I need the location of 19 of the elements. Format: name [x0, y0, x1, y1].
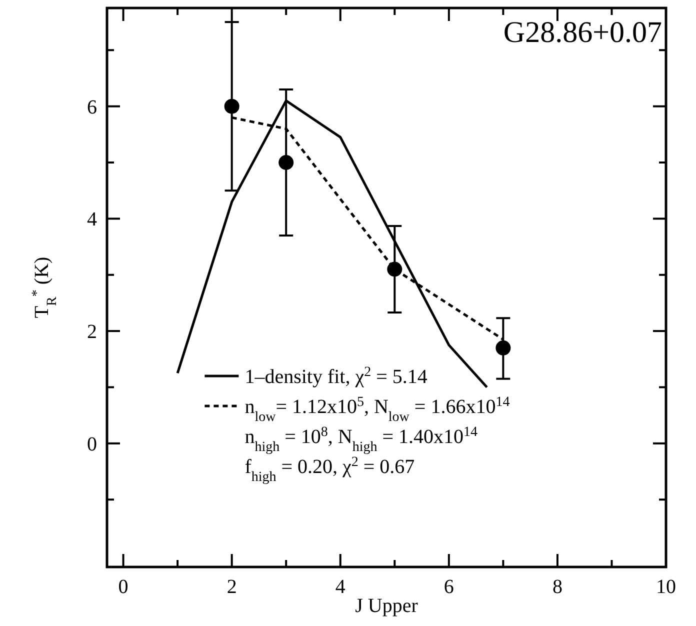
x-axis-title: J Upper	[355, 595, 418, 617]
y-tick-label: 6	[87, 96, 97, 118]
x-tick-label: 0	[118, 576, 128, 598]
x-tick-label: 6	[444, 576, 454, 598]
legend-label: n$_{low}$= 1.12x10$^{5}$, N$_{low}$ = 1.66x10$^{14}$	[244, 394, 510, 424]
y-tick-label: 2	[87, 321, 97, 344]
x-tick-label: 4	[335, 576, 346, 598]
point	[278, 154, 294, 170]
annotation: n$_{high}$ = 10$^{8}$, N$_{high}$ = 1.40x10$^{14}$	[244, 424, 478, 454]
y-tick-label: 0	[87, 433, 97, 456]
chart-title: G28.86+0.07	[503, 16, 662, 49]
x-tick-label: 2	[226, 576, 237, 598]
x-tick-label: 8	[552, 576, 562, 598]
x-tick-label: 10	[656, 576, 676, 598]
point	[224, 98, 240, 114]
legend-label: 1–density fit, χ$^{2}$ = 5.14	[244, 364, 428, 388]
y-tick-label: 4	[87, 208, 97, 231]
annotation: f$_{high}$ = 0.20, χ$^{2}$ = 0.67	[244, 454, 415, 484]
point	[496, 340, 511, 356]
